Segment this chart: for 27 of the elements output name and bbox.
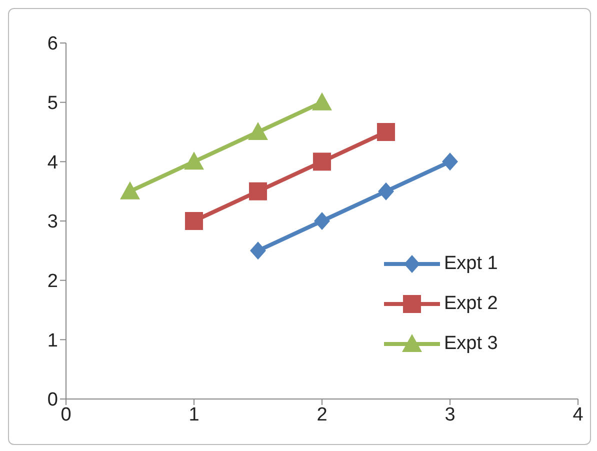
point	[185, 212, 203, 230]
x-tick-label: 2	[316, 404, 328, 426]
y-tick-label: 6	[47, 34, 58, 55]
point	[312, 92, 332, 110]
x-tick-label: 4	[572, 404, 584, 426]
y-tick-label: 2	[47, 271, 58, 292]
point	[377, 123, 395, 141]
point	[184, 152, 204, 170]
point	[248, 122, 268, 140]
y-tick-label: 4	[47, 152, 58, 174]
point	[250, 242, 266, 260]
legend-label: Expt 1	[444, 253, 498, 275]
point	[442, 152, 458, 171]
x-tick-label: 0	[60, 404, 72, 426]
y-tick-label: 3	[47, 212, 58, 233]
x-tick-label: 1	[188, 404, 200, 426]
y-tick-label: 0	[47, 390, 58, 411]
legend-label: Expt 2	[444, 293, 498, 315]
y-tick-label: 1	[47, 330, 58, 352]
point	[378, 182, 394, 200]
point	[120, 181, 140, 200]
x-tick-label: 3	[444, 404, 456, 426]
point	[249, 182, 267, 200]
point	[314, 212, 330, 230]
legend-label: Expt 3	[444, 333, 498, 355]
point	[313, 152, 331, 171]
y-tick-label: 5	[47, 93, 58, 114]
